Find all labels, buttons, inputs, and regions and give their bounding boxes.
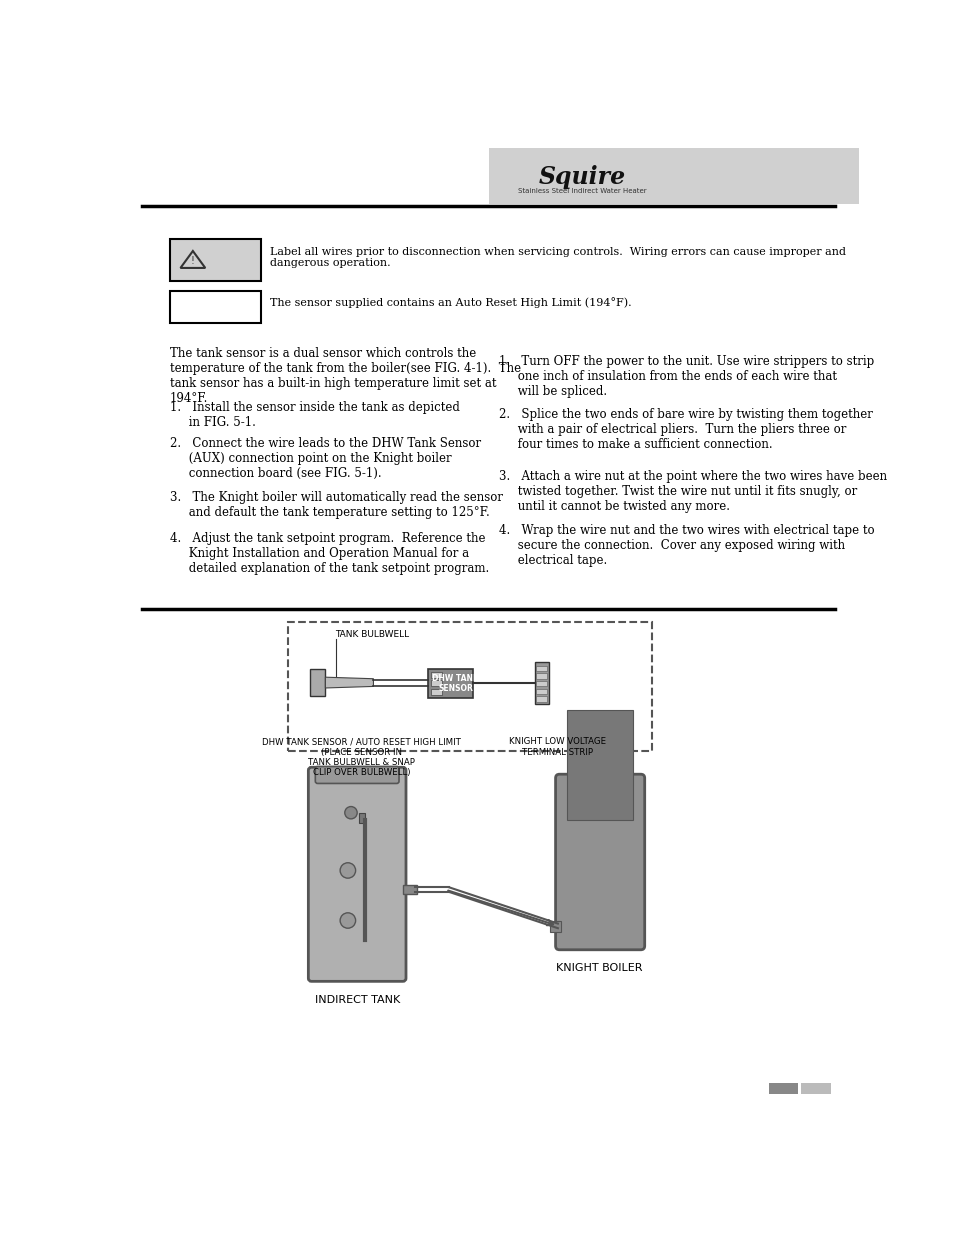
Bar [358,814,365,823]
Text: The sensor supplied contains an Auto Reset High Limit (194°F).: The sensor supplied contains an Auto Res… [270,296,631,308]
FancyBboxPatch shape [315,767,398,783]
Bar [431,680,441,687]
Text: !: ! [191,256,194,266]
FancyBboxPatch shape [575,772,624,795]
Bar [402,885,416,894]
Bar [288,621,652,751]
Bar [536,680,546,687]
Text: 2.   Connect the wire leads to the DHW Tank Sensor
     (AUX) connection point o: 2. Connect the wire leads to the DHW Tan… [170,437,480,480]
Circle shape [344,806,356,819]
Text: TANK BULBWELL: TANK BULBWELL [335,630,409,638]
Bar [170,240,261,282]
Bar [801,1083,830,1094]
Bar [534,662,548,704]
Text: DHW TANK SENSOR / AUTO RESET HIGH LIMIT
(PLACE SENSOR IN
TANK BULBWELL & SNAP
CL: DHW TANK SENSOR / AUTO RESET HIGH LIMIT … [262,737,461,778]
Text: Stainless Steel Indirect Water Heater: Stainless Steel Indirect Water Heater [517,188,646,194]
Text: Squire: Squire [538,165,625,189]
Text: 4.   Wrap the wire nut and the two wires with electrical tape to
     secure the: 4. Wrap the wire nut and the two wires w… [498,524,874,567]
Text: KNIGHT BOILER: KNIGHT BOILER [556,963,642,973]
Bar [431,672,441,678]
Bar [536,697,546,701]
Bar [431,689,441,695]
Bar [550,921,560,932]
Bar [488,148,858,204]
Bar [768,1083,798,1094]
FancyBboxPatch shape [555,774,644,950]
Text: The tank sensor is a dual sensor which controls the
temperature of the tank from: The tank sensor is a dual sensor which c… [170,347,520,405]
Circle shape [340,863,355,878]
Bar [170,290,261,324]
Circle shape [340,913,355,929]
Polygon shape [325,677,373,688]
Text: 1.   Install the sensor inside the tank as depicted
     in FIG. 5-1.: 1. Install the sensor inside the tank as… [170,401,459,429]
Text: 3.   The Knight boiler will automatically read the sensor
     and default the t: 3. The Knight boiler will automatically … [170,490,502,519]
Bar [310,668,325,697]
Bar [567,710,633,820]
Text: 2.   Splice the two ends of bare wire by twisting them together
     with a pair: 2. Splice the two ends of bare wire by t… [498,409,872,452]
Text: 4.   Adjust the tank setpoint program.  Reference the
     Knight Installation a: 4. Adjust the tank setpoint program. Ref… [170,531,488,574]
Bar [536,689,546,694]
Text: DHW TANK
SENSOR: DHW TANK SENSOR [432,673,478,693]
Text: KNIGHT LOW VOLTAGE
TERMINAL STRIP: KNIGHT LOW VOLTAGE TERMINAL STRIP [508,737,605,757]
Bar [536,673,546,679]
Bar [536,666,546,671]
FancyBboxPatch shape [308,767,406,982]
Text: 1.   Turn OFF the power to the unit. Use wire strippers to strip
     one inch o: 1. Turn OFF the power to the unit. Use w… [498,354,873,398]
Text: INDIRECT TANK: INDIRECT TANK [314,995,399,1005]
Bar [427,668,472,698]
Text: 3.   Attach a wire nut at the point where the two wires have been
     twisted t: 3. Attach a wire nut at the point where … [498,471,886,513]
Text: Label all wires prior to disconnection when servicing controls.  Wiring errors c: Label all wires prior to disconnection w… [270,247,845,268]
